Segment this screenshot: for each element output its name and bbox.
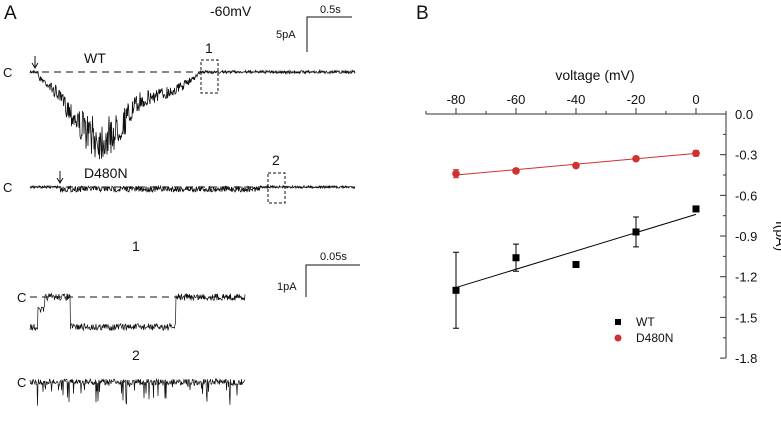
data-point-wt [632, 228, 640, 236]
closed-label: C [3, 65, 12, 80]
data-point-wt [512, 254, 520, 262]
zoom-label-2: 2 [132, 347, 140, 363]
zoom-box-2 [267, 172, 286, 204]
trace-zoom-1 [29, 292, 246, 332]
data-point-d480n [632, 154, 640, 163]
y-tick-label: -0.6 [735, 188, 757, 203]
y-tick-label: -0.3 [735, 148, 757, 163]
voltage-label: -60mV [210, 3, 252, 19]
zoom-box-1 [200, 59, 219, 94]
iv-chart: -80 -60 -40 -20 0 0.0 -0.3 -0.6 -0.9 -1.2 -1.5 -1.8… [425, 67, 781, 366]
y-tick-label: -1.2 [735, 270, 757, 285]
x-tick-label: -60 [507, 92, 526, 107]
arrow-icon [56, 171, 64, 184]
data-point-d480n [572, 161, 580, 170]
arrow-icon [31, 56, 39, 69]
trace-label-wt: WT [84, 50, 106, 66]
y-tick-label: -0.9 [735, 229, 757, 244]
x-axis-label: voltage (mV) [555, 67, 634, 83]
y-tick-label: 0.0 [735, 107, 753, 122]
scale-time-top: 0.5s [320, 4, 341, 16]
data-point-wt [572, 261, 580, 269]
trace-d480n [29, 184, 356, 194]
closed-label: C [17, 375, 26, 390]
box-label-2: 2 [272, 152, 280, 168]
scale-time-bottom: 0.05s [320, 251, 347, 263]
x-tick-label: -20 [627, 92, 646, 107]
scale-current-bottom: 1pA [277, 281, 297, 293]
legend-label-d480n: D480N [636, 331, 673, 345]
data-point-d480n [692, 149, 700, 158]
y-tick-label: -1.5 [735, 310, 757, 325]
zoom-label-1: 1 [132, 238, 140, 254]
closed-label: C [3, 180, 12, 195]
trace-wt [29, 68, 356, 160]
data-point-wt [692, 205, 700, 213]
y-tick-label: -1.8 [735, 351, 757, 366]
closed-label: C [17, 290, 26, 305]
x-tick-label: -80 [447, 92, 466, 107]
data-point-d480n [512, 167, 520, 175]
legend-label-wt: WT [636, 315, 655, 329]
data-point-d480n [452, 169, 460, 178]
fit-line-wt [455, 213, 697, 289]
legend-marker-wt [615, 319, 621, 325]
legend-marker-d480n [614, 334, 622, 342]
box-label-1: 1 [205, 40, 213, 56]
x-tick-label: -40 [567, 92, 586, 107]
scale-current-top: 5pA [276, 29, 296, 41]
scale-bar-top: 0.5s 5pA [276, 4, 352, 52]
x-tick-label: 0 [692, 92, 699, 107]
panel-a-label: A [4, 3, 17, 24]
scale-bar-bottom: 0.05s 1pA [277, 251, 360, 297]
trace-label-d480n: D480N [84, 165, 128, 181]
y-axis-label: I(pA) [773, 221, 781, 251]
trace-zoom-2 [29, 377, 246, 406]
data-point-wt [452, 286, 460, 294]
panel-b-label: B [416, 3, 429, 24]
